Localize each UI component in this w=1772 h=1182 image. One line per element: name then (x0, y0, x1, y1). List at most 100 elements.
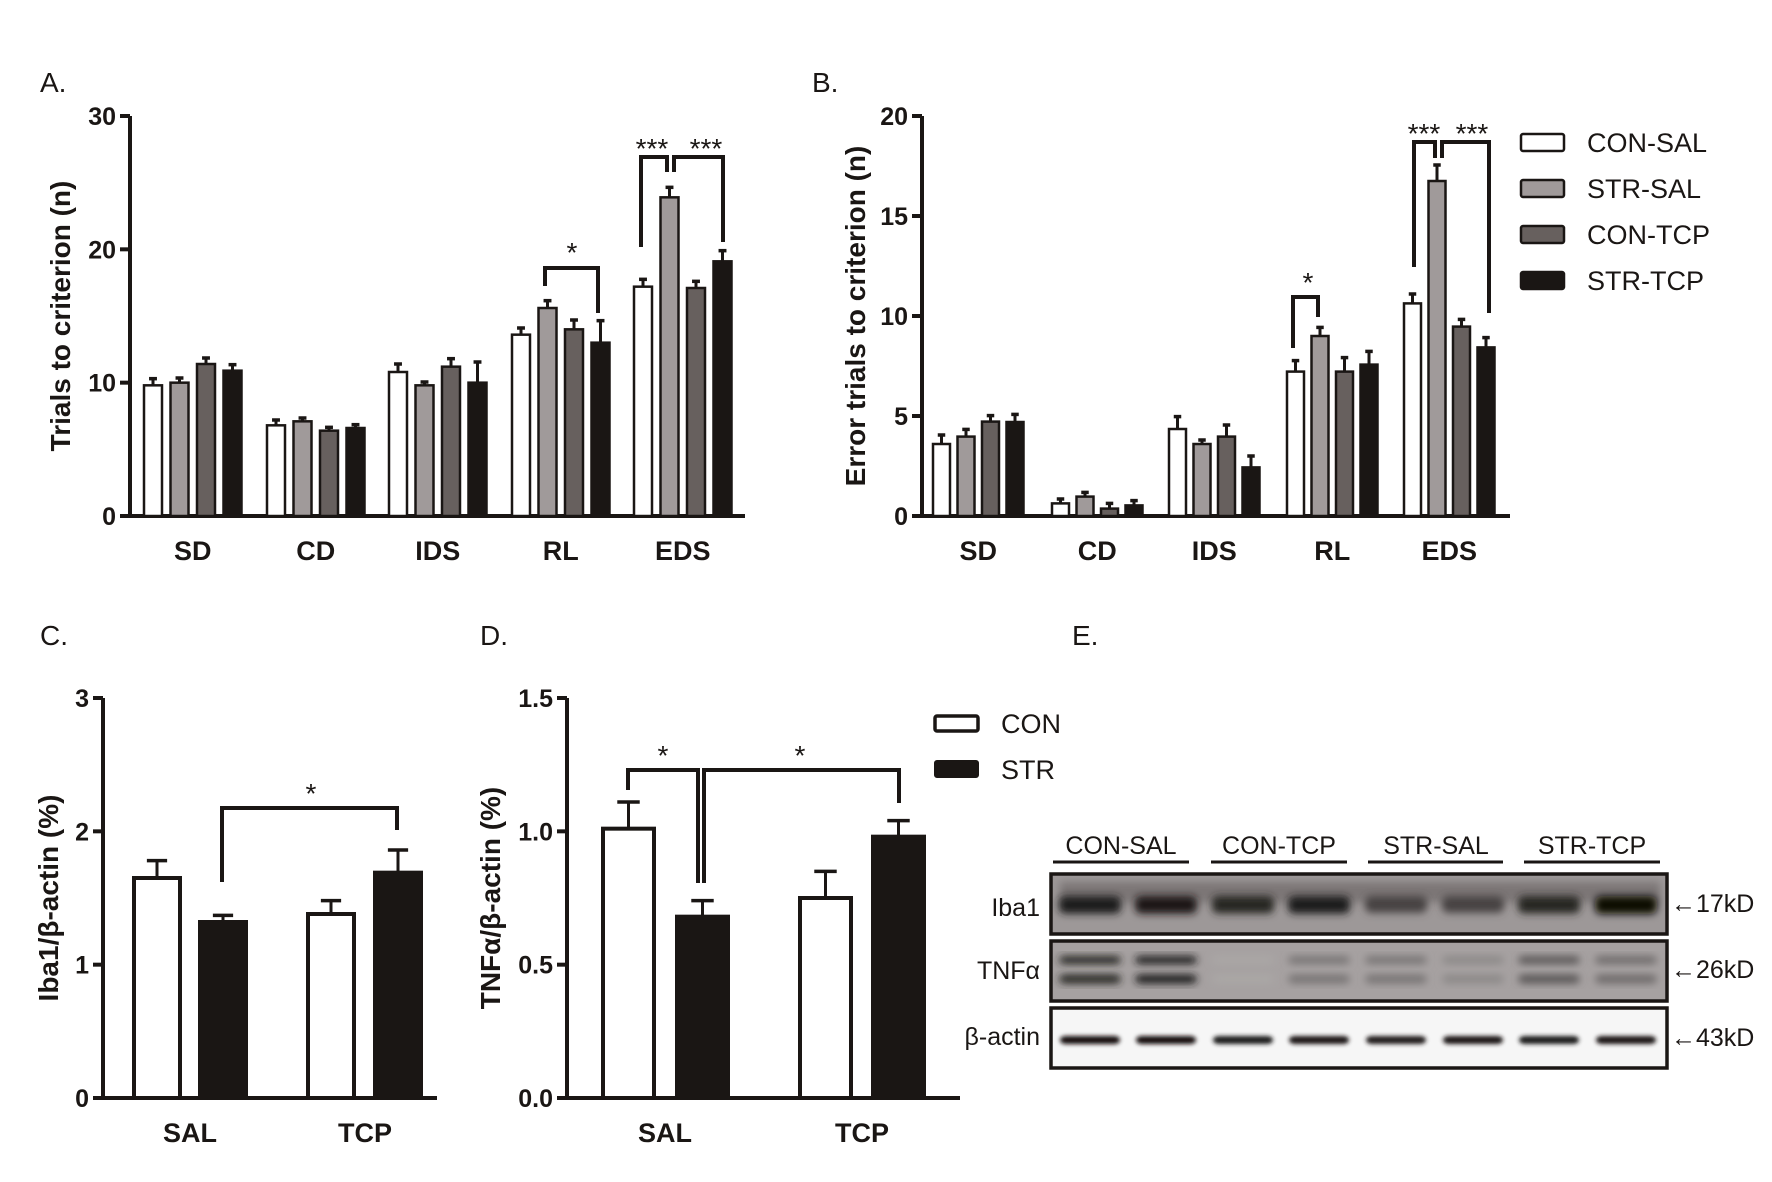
blot-frame (1049, 1006, 1669, 1070)
blot-band (1288, 896, 1350, 914)
y-tick-label: 3 (75, 685, 89, 713)
legend-d: CON STR (933, 709, 1061, 785)
chart-d: 0.0 0.5 1.0 1.5 TNFα/β-actin (%) SAL TCP * * (475, 685, 960, 1148)
bar (1402, 302, 1423, 518)
bar (373, 870, 423, 1101)
blot-band (1365, 974, 1427, 984)
legend-label-str-sal: STR-SAL (1587, 174, 1701, 204)
blot-band (1135, 896, 1197, 914)
y-tick-label: 10 (88, 370, 116, 398)
y-axis-label: Error trials to criterion (n) (840, 146, 871, 487)
significance-bracket (1291, 295, 1320, 348)
bar (980, 420, 1001, 518)
legend-swatch-str-tcp (1519, 270, 1566, 291)
blot-band (1595, 896, 1657, 914)
blot-band (1518, 974, 1580, 984)
x-tick-label: EDS (1421, 536, 1477, 566)
x-tick-label: TCP (835, 1118, 889, 1148)
blot-size-17kd: ←17kD (1671, 890, 1754, 918)
x-tick-label: CD (1078, 536, 1117, 566)
significance-bracket (702, 768, 901, 883)
bar (712, 260, 733, 518)
bar (675, 914, 730, 1101)
bar (563, 328, 585, 518)
blot-band (1595, 956, 1657, 964)
y-tick-label: 20 (88, 236, 116, 264)
bar (510, 333, 532, 518)
bar (1285, 370, 1306, 518)
x-tick-label: CD (296, 536, 335, 566)
blot-frame (1049, 872, 1669, 936)
blot-size-43kd: ←43kD (1671, 1024, 1754, 1052)
blot-band (1518, 896, 1580, 914)
blot-band (1213, 1036, 1273, 1044)
y-tick-label: 1 (75, 952, 89, 980)
panel-label-a: A. (40, 67, 66, 98)
x-tick-label: SAL (163, 1118, 217, 1148)
blot-band (1212, 956, 1274, 964)
bar (1005, 420, 1025, 518)
x-tick-label: IDS (1192, 536, 1237, 566)
x-tick-label: SD (959, 536, 997, 566)
bar (142, 384, 164, 518)
bar (1216, 435, 1237, 518)
significance-bracket (1412, 140, 1437, 267)
y-tick-label: 10 (880, 303, 908, 331)
y-tick-label: 1.0 (518, 818, 553, 846)
significance-bracket (220, 806, 399, 882)
y-axis-label: TNFα/β-actin (%) (475, 787, 506, 1010)
legend-label-str-tcp: STR-TCP (1587, 266, 1704, 296)
significance-marker: * (567, 237, 578, 268)
legend-swatch-con-tcp (1519, 224, 1566, 245)
significance-marker: *** (1408, 118, 1441, 149)
panel-label-c: C. (40, 620, 68, 651)
bar (537, 306, 558, 518)
blot-row-label-tnfa: TNFα (977, 957, 1040, 985)
bar (1241, 466, 1261, 518)
blot-band (1519, 1036, 1579, 1044)
bar (1124, 504, 1144, 518)
legend-swatch-con (933, 714, 980, 733)
blot-band (1135, 974, 1197, 984)
chart-b: 0 5 10 15 20 Error trials to criterion (n) SD C… (840, 103, 1510, 566)
blot-band (1365, 896, 1427, 913)
blot-band (1596, 1036, 1656, 1044)
legend-label-con-tcp: CON-TCP (1587, 220, 1710, 250)
blot-group-label: CON-TCP (1222, 832, 1336, 860)
bar (318, 429, 340, 518)
blot-band (1136, 1036, 1196, 1044)
blot-background-smear (1060, 882, 1660, 902)
bar (1334, 370, 1355, 518)
blot-band (1442, 956, 1504, 964)
western-blot: CON-SAL CON-TCP STR-SAL STR-TCP Iba1 TNF… (964, 832, 1754, 1070)
bar (590, 341, 611, 518)
x-tick-label: EDS (655, 536, 711, 566)
legend-label-str: STR (1001, 755, 1055, 785)
significance-marker: *** (636, 133, 669, 164)
significance-bracket (672, 155, 725, 242)
legend-b: CON-SAL STR-SAL CON-TCP STR-TCP (1519, 128, 1710, 296)
legend-swatch-con-sal (1519, 132, 1566, 153)
bar (195, 362, 217, 518)
blot-band (1366, 1036, 1426, 1044)
y-tick-label: 5 (894, 403, 908, 431)
bar (1451, 325, 1472, 518)
bar (169, 381, 190, 518)
significance-marker: * (795, 740, 806, 771)
blot-band (1595, 974, 1657, 984)
bar (1099, 507, 1120, 518)
blot-band (1212, 974, 1274, 984)
bar (685, 286, 707, 518)
blot-group-label: CON-SAL (1065, 832, 1176, 860)
legend-label-con-sal: CON-SAL (1587, 128, 1707, 158)
y-tick-label: 15 (880, 203, 908, 231)
chart-c: 0 1 2 3 Iba1/β-actin (%) SAL TCP * (33, 685, 437, 1148)
bar (1359, 363, 1379, 518)
blot-band (1518, 956, 1580, 964)
blot-band (1288, 956, 1350, 964)
bar (1427, 179, 1447, 518)
significance-marker: * (1303, 267, 1314, 298)
blot-band (1212, 896, 1274, 914)
blot-group-label: STR-TCP (1538, 832, 1646, 860)
x-tick-label: SD (174, 536, 212, 566)
